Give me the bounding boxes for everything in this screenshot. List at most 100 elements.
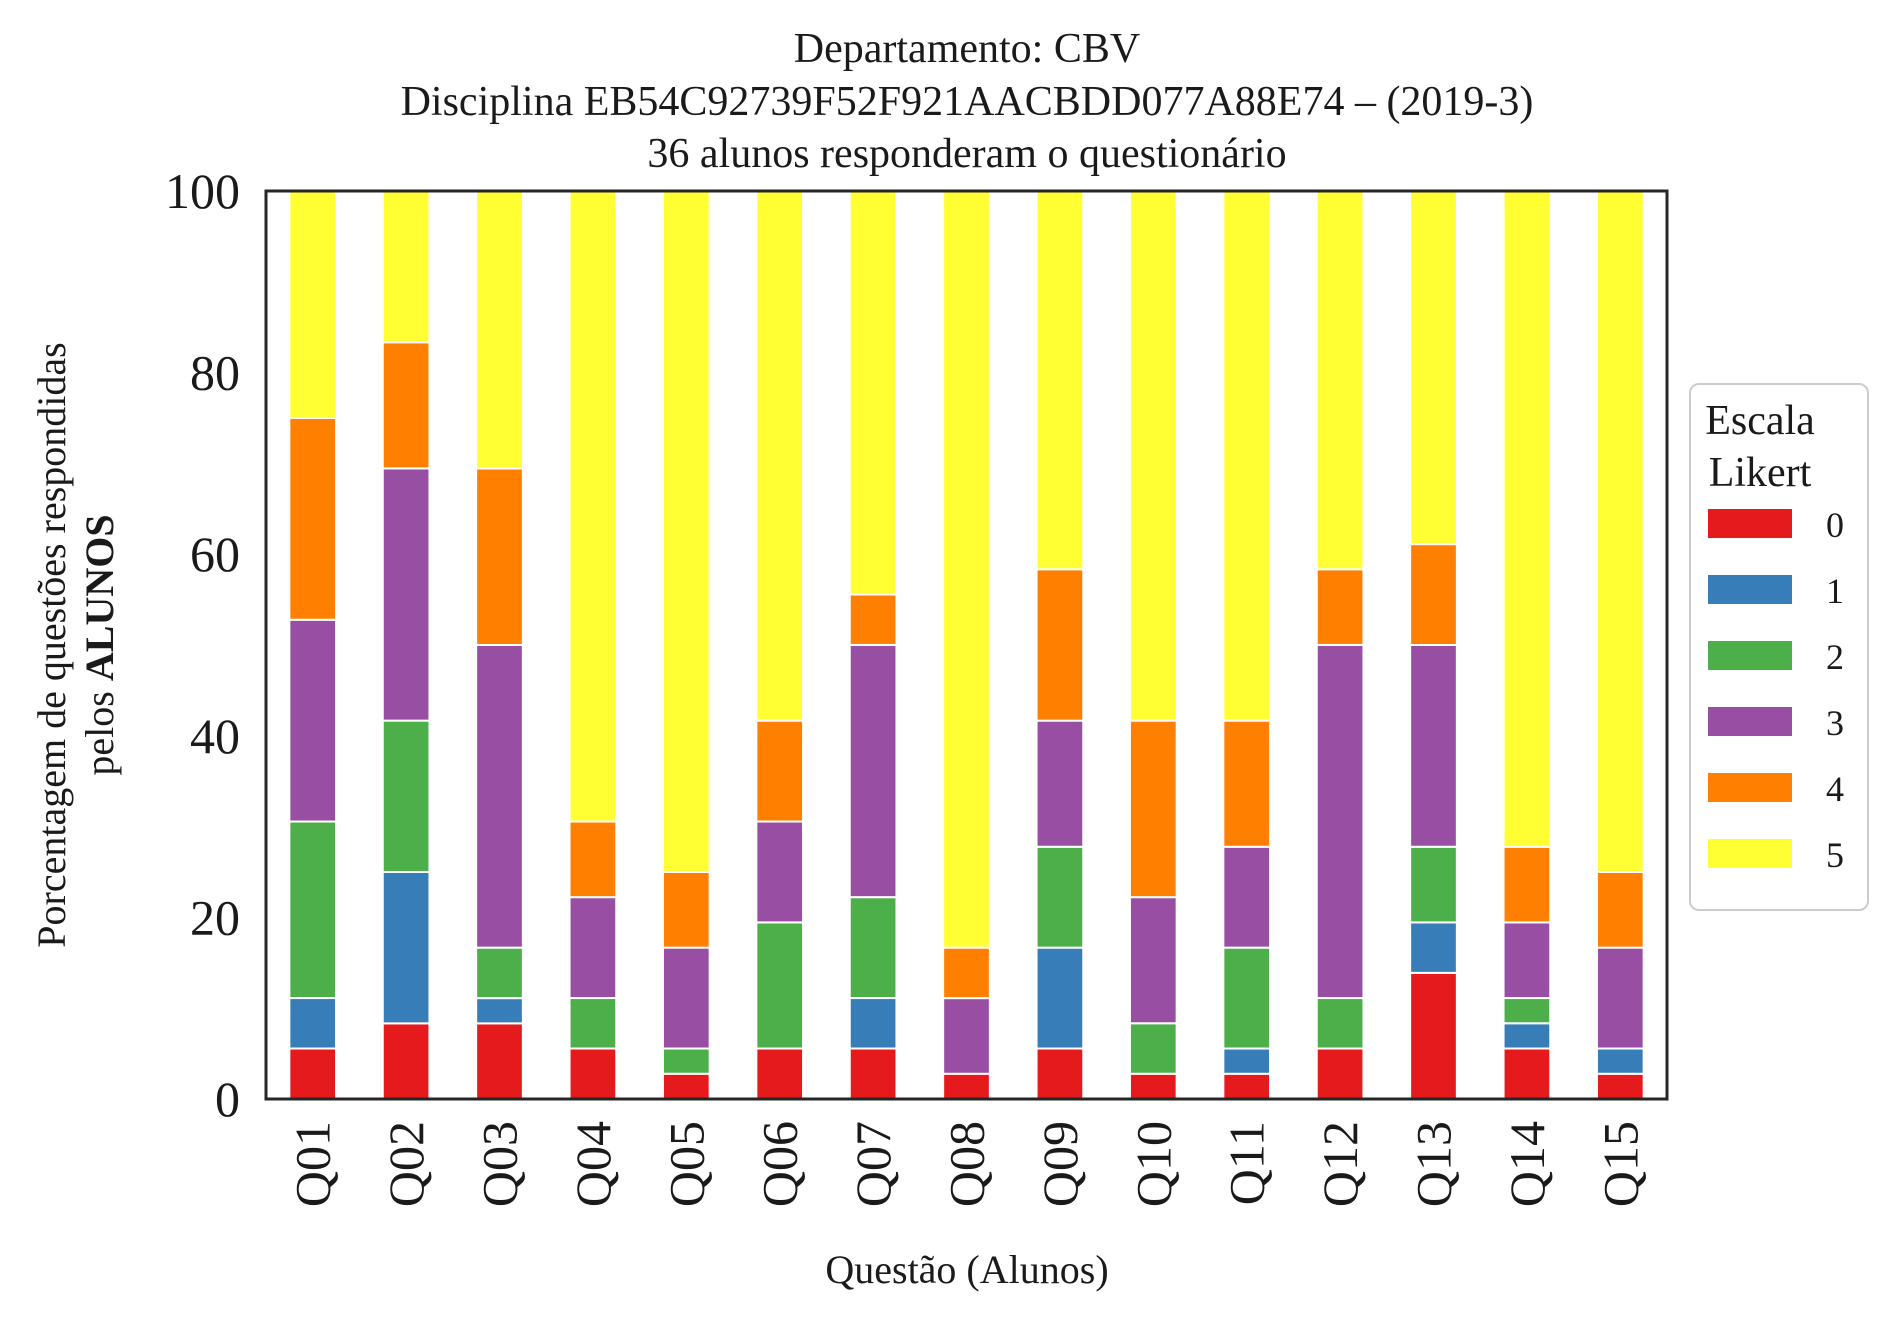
- y-tick-label: 0: [215, 1071, 240, 1127]
- bars-area: [288, 189, 1645, 1101]
- y-tick-label: 60: [190, 526, 240, 582]
- legend-label-2: 2: [1826, 637, 1844, 677]
- bar-stack-q11: [1222, 190, 1272, 1101]
- title-line-1: Departamento: CBV: [794, 26, 1140, 72]
- bar-stack-q01: [288, 190, 338, 1101]
- bar-stack-q14: [1502, 190, 1552, 1101]
- bar-q13-likert-0: [1409, 971, 1458, 1101]
- legend-label-0: 0: [1826, 505, 1844, 545]
- bar-stack-q03: [475, 190, 524, 1100]
- legend-title-line-2: Likert: [1709, 450, 1812, 496]
- legend-item-2: 2: [1708, 637, 1844, 677]
- bar-q04-likert-4: [568, 820, 618, 899]
- bar-q11-likert-5: [1222, 190, 1272, 722]
- title-line-3: 36 alunos responderam o questionário: [647, 131, 1286, 177]
- bar-q14-likert-4: [1502, 845, 1552, 924]
- y-axis-label-bold: ALUNOS: [77, 514, 122, 681]
- bar-q07-likert-1: [848, 997, 898, 1050]
- x-tick-label: Q15: [1592, 1121, 1648, 1207]
- bar-q01-likert-1: [288, 997, 338, 1050]
- legend-label-4: 4: [1826, 769, 1844, 809]
- bar-q09-likert-5: [1035, 189, 1085, 571]
- bar-q01-likert-0: [288, 1047, 338, 1101]
- legend: Escala Likert 0 1 2 3 4 5: [1689, 383, 1869, 911]
- y-tick-label: 20: [190, 889, 240, 945]
- bar-q05-likert-0: [661, 1072, 711, 1101]
- y-axis-ticks: 0 20 40 60 80 100: [165, 163, 240, 1127]
- bar-q02-likert-4: [381, 341, 431, 470]
- x-tick-label: Q06: [752, 1121, 808, 1207]
- bar-q15-likert-0: [1595, 1072, 1645, 1101]
- bar-q13-likert-2: [1409, 845, 1458, 924]
- legend-item-5: 5: [1708, 835, 1844, 875]
- bar-q10-likert-2: [1128, 1022, 1178, 1075]
- bar-q11-likert-3: [1222, 845, 1272, 949]
- y-axis-label: Porcentagem de questões respondidas pelo…: [29, 342, 122, 947]
- bar-q06-likert-0: [755, 1047, 805, 1101]
- x-tick-label: Q09: [1032, 1121, 1088, 1207]
- bar-q12-likert-0: [1315, 1047, 1365, 1101]
- bar-q11-likert-1: [1222, 1047, 1272, 1075]
- bar-q10-likert-4: [1128, 719, 1178, 899]
- x-tick-label: Q08: [939, 1121, 995, 1207]
- bar-q08-likert-4: [942, 946, 991, 1000]
- bar-q09-likert-3: [1035, 719, 1085, 848]
- legend-item-3: 3: [1708, 703, 1844, 743]
- bar-q01-likert-4: [288, 417, 338, 621]
- y-tick-label: 40: [190, 708, 240, 764]
- bar-q13-likert-3: [1409, 644, 1458, 848]
- bar-q01-likert-3: [288, 618, 338, 823]
- plot-frame: [264, 189, 1669, 1101]
- bar-q15-likert-1: [1595, 1047, 1645, 1075]
- bar-q12-likert-5: [1315, 189, 1365, 571]
- bar-stack-q07: [848, 189, 898, 1101]
- y-axis-label-line-1: Porcentagem de questões respondidas: [29, 342, 74, 947]
- bar-q14-likert-0: [1502, 1047, 1552, 1101]
- bar-q13-likert-4: [1409, 543, 1458, 646]
- legend-label-3: 3: [1826, 703, 1844, 743]
- chart-title: Departamento: CBV Disciplina EB54C92739F…: [401, 26, 1534, 177]
- bar-q06-likert-5: [755, 190, 805, 722]
- x-tick-label: Q01: [285, 1121, 341, 1207]
- x-tick-label: Q07: [845, 1121, 901, 1207]
- legend-items: 0 1 2 3 4 5: [1708, 505, 1844, 875]
- bar-q04-likert-0: [568, 1047, 618, 1101]
- x-tick-label: Q02: [378, 1121, 434, 1207]
- bar-stack-q02: [381, 189, 431, 1100]
- bar-q05-likert-2: [661, 1047, 711, 1075]
- bar-q02-likert-2: [381, 719, 431, 874]
- bar-q04-likert-5: [568, 190, 618, 823]
- bar-q02-likert-0: [381, 1022, 431, 1100]
- bar-q06-likert-3: [755, 820, 805, 924]
- legend-swatch-0: [1708, 509, 1792, 538]
- legend-swatch-5: [1708, 839, 1792, 868]
- bar-q03-likert-5: [475, 190, 524, 470]
- legend-label-1: 1: [1826, 571, 1844, 611]
- x-tick-label: Q05: [658, 1121, 714, 1207]
- bar-q14-likert-1: [1502, 1022, 1552, 1050]
- x-tick-label: Q13: [1406, 1121, 1462, 1207]
- bar-q09-likert-0: [1035, 1047, 1085, 1101]
- y-tick-label: 80: [190, 345, 240, 401]
- bar-q09-likert-2: [1035, 845, 1085, 949]
- bar-stack-q15: [1595, 190, 1645, 1101]
- legend-label-5: 5: [1826, 835, 1844, 875]
- bar-q05-likert-5: [661, 190, 711, 873]
- bar-q11-likert-2: [1222, 946, 1272, 1050]
- bar-q07-likert-2: [848, 896, 898, 1000]
- bar-q10-likert-0: [1128, 1072, 1178, 1101]
- bar-q15-likert-4: [1595, 871, 1645, 949]
- bar-q08-likert-3: [942, 997, 991, 1075]
- legend-swatch-2: [1708, 641, 1792, 670]
- bar-stack-q12: [1315, 189, 1365, 1101]
- bar-stack-q13: [1409, 190, 1458, 1101]
- x-tick-label: Q04: [565, 1121, 621, 1207]
- bar-q14-likert-3: [1502, 921, 1552, 1000]
- bar-q03-likert-2: [475, 946, 524, 1000]
- x-tick-label: Q11: [1219, 1121, 1275, 1205]
- bar-q04-likert-3: [568, 896, 618, 1000]
- bar-q12-likert-4: [1315, 568, 1365, 646]
- bar-q09-likert-4: [1035, 568, 1085, 722]
- bar-q07-likert-4: [848, 593, 898, 646]
